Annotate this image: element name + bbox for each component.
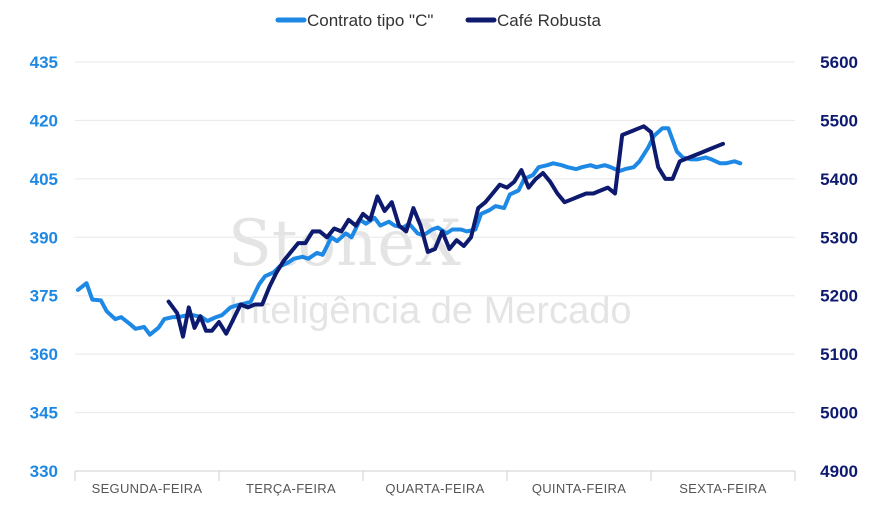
watermark-brand: StoneX <box>228 207 461 281</box>
x-category-label: SEXTA-FEIRA <box>679 481 767 496</box>
left-tick-label: 405 <box>30 170 58 189</box>
watermark: StoneX Inteligência de Mercado <box>228 207 631 332</box>
series-layer <box>75 124 743 339</box>
left-tick-label: 420 <box>30 111 58 130</box>
x-category-label: QUARTA-FEIRA <box>385 481 484 496</box>
left-tick-label: 375 <box>30 287 58 306</box>
right-tick-label: 5100 <box>820 345 858 364</box>
left-tick-label: 330 <box>30 462 58 481</box>
right-tick-label: 5600 <box>820 53 858 72</box>
legend-label: Café Robusta <box>497 11 601 30</box>
grid-lines <box>75 61 795 414</box>
right-tick-label: 5300 <box>820 228 858 247</box>
watermark-tagline: Inteligência de Mercado <box>228 290 631 332</box>
x-axis: SEGUNDA-FEIRA TERÇA-FEIRA QUARTA-FEIRA QUIN… <box>74 470 796 496</box>
left-y-axis: 330 345 360 375 390 405 420 435 <box>30 53 58 481</box>
right-tick-label: 5400 <box>820 170 858 189</box>
left-tick-label: 345 <box>30 404 58 423</box>
legend: Contrato tipo "C" Café Robusta <box>275 11 601 30</box>
right-y-axis: 4900 5000 5100 5200 5300 5400 5500 5600 <box>820 53 858 481</box>
x-category-label: QUINTA-FEIRA <box>532 481 626 496</box>
right-tick-label: 5200 <box>820 287 858 306</box>
left-tick-label: 360 <box>30 345 58 364</box>
right-tick-label: 5000 <box>820 404 858 423</box>
legend-label: Contrato tipo "C" <box>307 11 433 30</box>
right-tick-label: 4900 <box>820 462 858 481</box>
left-tick-label: 390 <box>30 228 58 247</box>
series-line-cafe-robusta <box>166 124 725 339</box>
right-tick-label: 5500 <box>820 111 858 130</box>
left-tick-label: 435 <box>30 53 58 72</box>
x-category-label: SEGUNDA-FEIRA <box>92 481 203 496</box>
x-category-label: TERÇA-FEIRA <box>246 481 336 496</box>
